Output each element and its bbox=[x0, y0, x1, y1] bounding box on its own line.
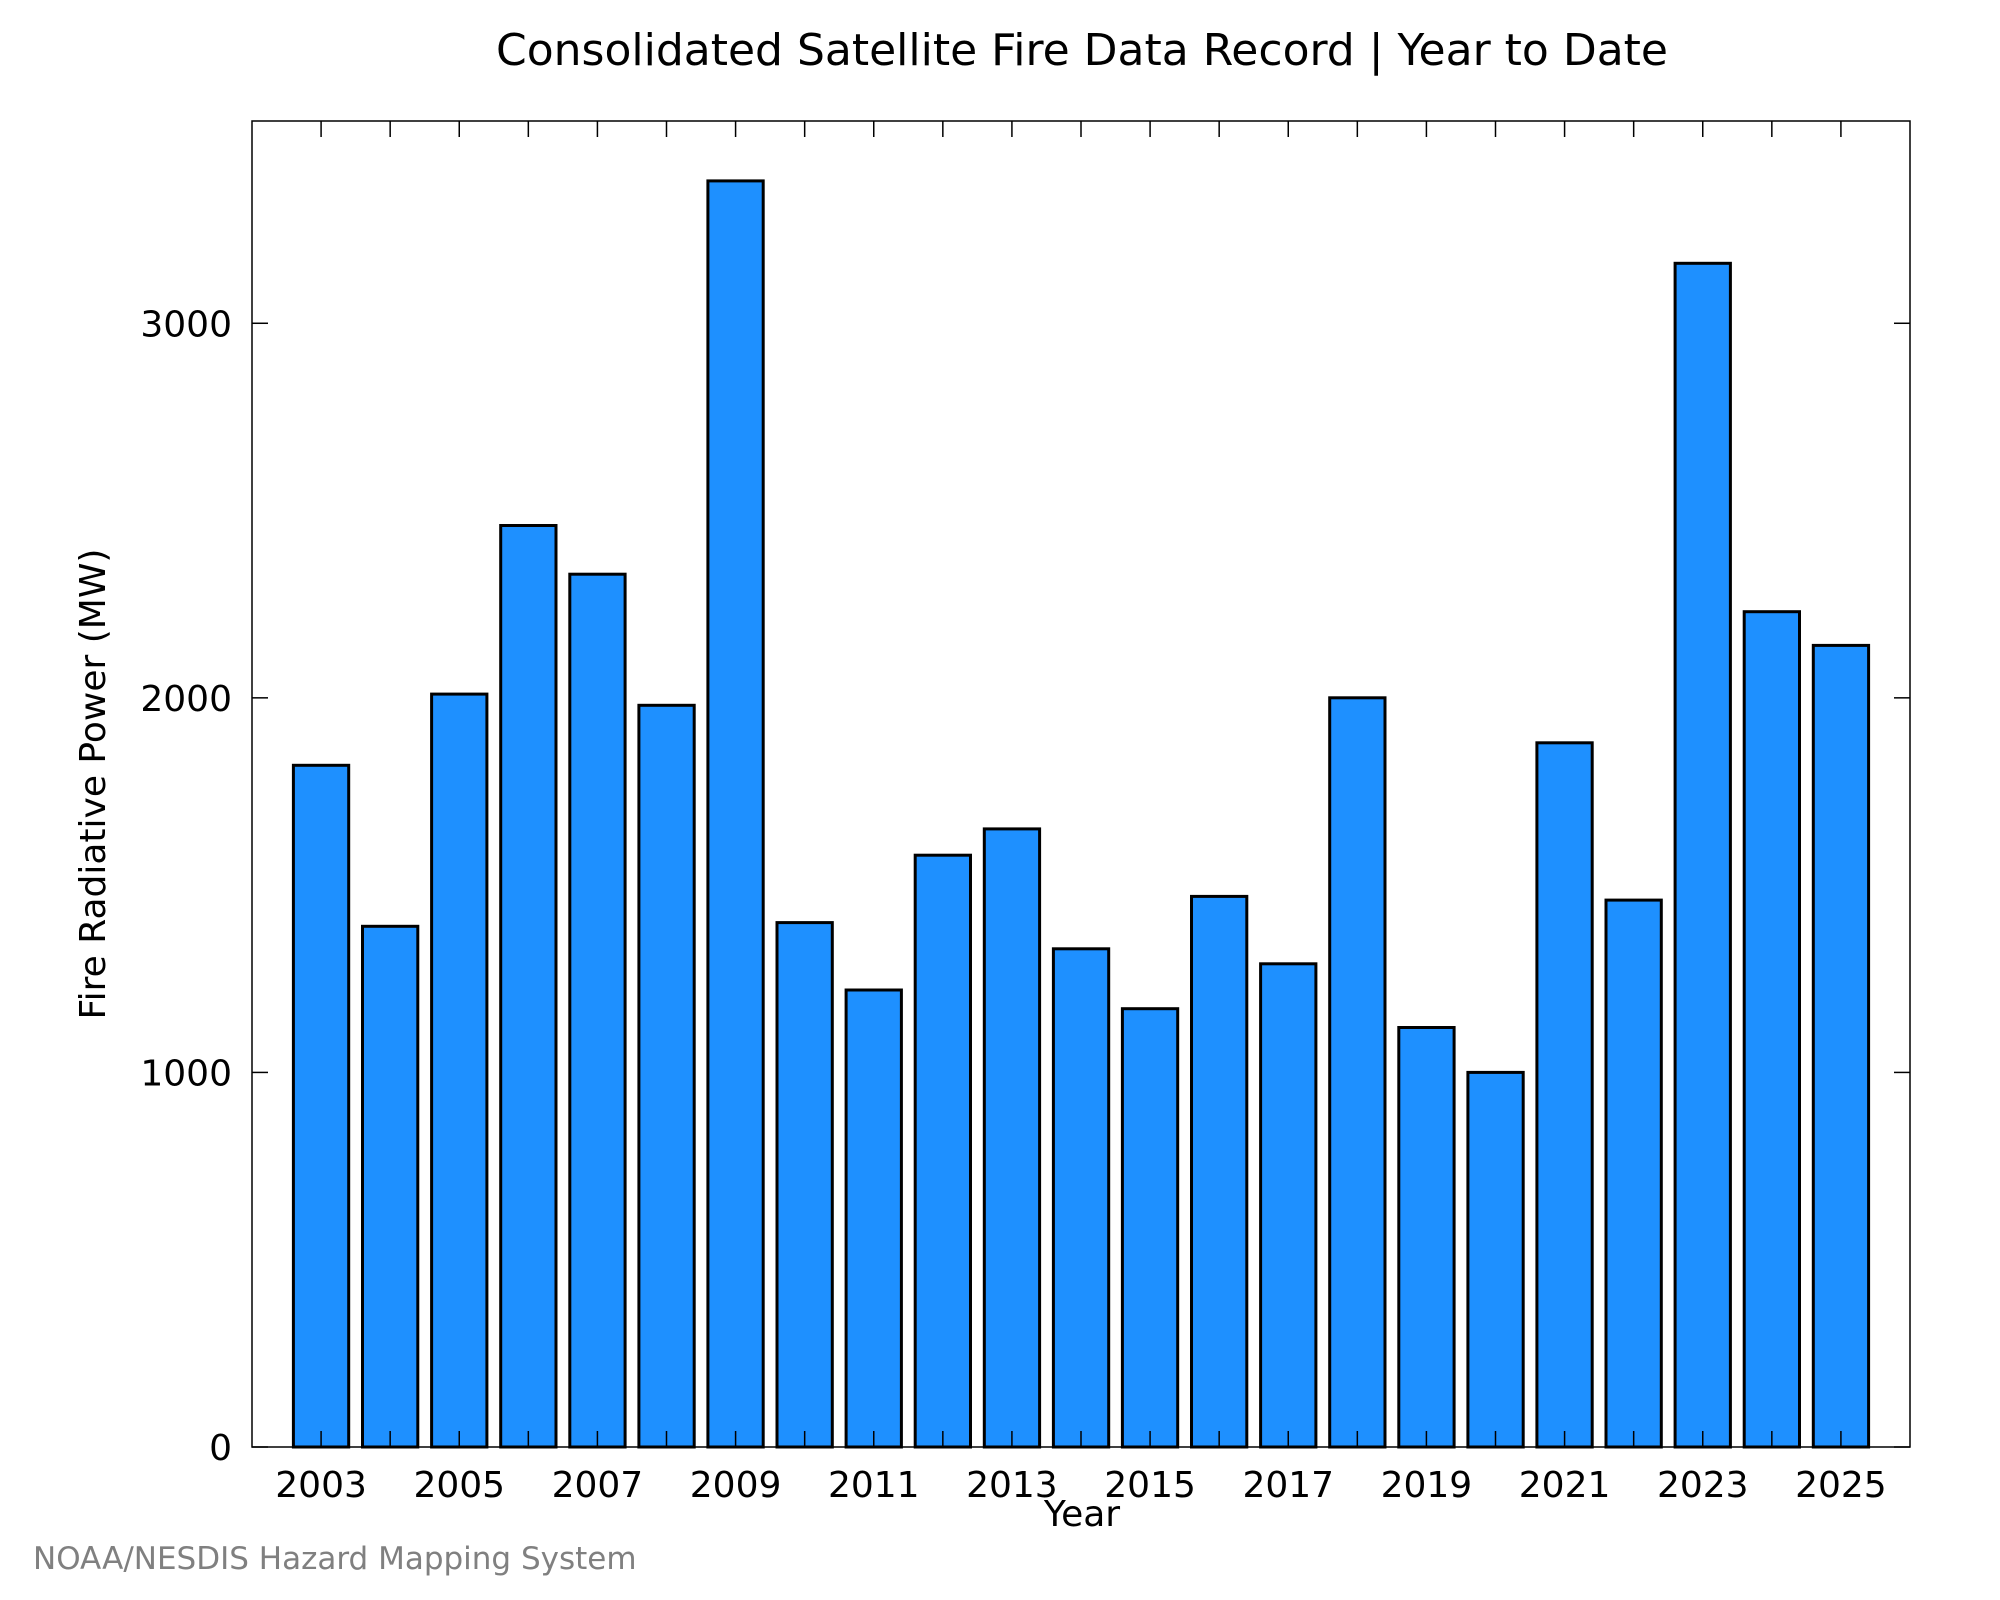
x-axis-label: Year bbox=[1043, 1494, 1120, 1535]
bar-2015 bbox=[1120, 1007, 1180, 1449]
bar-2014 bbox=[1051, 947, 1111, 1449]
x-tick-label-2025: 2025 bbox=[1795, 1465, 1887, 1506]
bar-2011 bbox=[844, 988, 903, 1449]
bar-2008 bbox=[637, 703, 696, 1449]
bar-2017 bbox=[1259, 962, 1318, 1449]
bar-2004 bbox=[361, 924, 420, 1449]
bar-2009 bbox=[706, 179, 765, 1449]
y-tick-label-1000: 1000 bbox=[140, 1053, 232, 1094]
chart-title: Consolidated Satellite Fire Data Record … bbox=[496, 25, 1668, 76]
bar-2025 bbox=[1811, 643, 1871, 1449]
source-credit: NOAA/NESDIS Hazard Mapping System bbox=[33, 1541, 637, 1577]
bar-2003 bbox=[291, 763, 351, 1449]
plot-area: 2003 2005 2007 2009 2011 2013 2015 2017 2019 2021… bbox=[140, 121, 1910, 1506]
bar-2006 bbox=[499, 524, 558, 1449]
y-axis-label: Fire Radiative Power (MW) bbox=[73, 549, 114, 1020]
bar-2020 bbox=[1466, 1070, 1525, 1449]
x-tick-label-2013: 2013 bbox=[966, 1465, 1058, 1506]
bar-2018 bbox=[1328, 696, 1387, 1449]
bar-2016 bbox=[1190, 894, 1249, 1449]
y-tick-label-0: 0 bbox=[209, 1428, 232, 1469]
x-tick-label-2021: 2021 bbox=[1519, 1465, 1611, 1506]
plot-frame bbox=[251, 120, 1911, 1448]
bar-2022 bbox=[1604, 898, 1663, 1449]
x-tick-label-2003: 2003 bbox=[275, 1465, 367, 1506]
x-tick-label-2005: 2005 bbox=[413, 1465, 505, 1506]
y-tick-label-3000: 3000 bbox=[140, 304, 232, 345]
bar-2005 bbox=[430, 692, 489, 1449]
x-tick-label-2017: 2017 bbox=[1242, 1465, 1334, 1506]
bar-2013 bbox=[982, 827, 1042, 1449]
x-tick-label-2007: 2007 bbox=[552, 1465, 644, 1506]
x-tick-label-2009: 2009 bbox=[690, 1465, 782, 1506]
x-tick-label-2011: 2011 bbox=[828, 1465, 920, 1506]
bar-2021 bbox=[1535, 741, 1594, 1449]
x-tick-label-2023: 2023 bbox=[1657, 1465, 1749, 1506]
bar-2012 bbox=[913, 853, 973, 1449]
bar-2024 bbox=[1742, 610, 1801, 1449]
y-tick-label-2000: 2000 bbox=[140, 679, 232, 720]
bar-2019 bbox=[1397, 1026, 1456, 1449]
bar-2010 bbox=[775, 921, 834, 1449]
bar-2023 bbox=[1673, 261, 1732, 1449]
x-tick-label-2019: 2019 bbox=[1381, 1465, 1473, 1506]
x-tick-label-2015: 2015 bbox=[1104, 1465, 1196, 1506]
bar-2007 bbox=[568, 572, 627, 1449]
